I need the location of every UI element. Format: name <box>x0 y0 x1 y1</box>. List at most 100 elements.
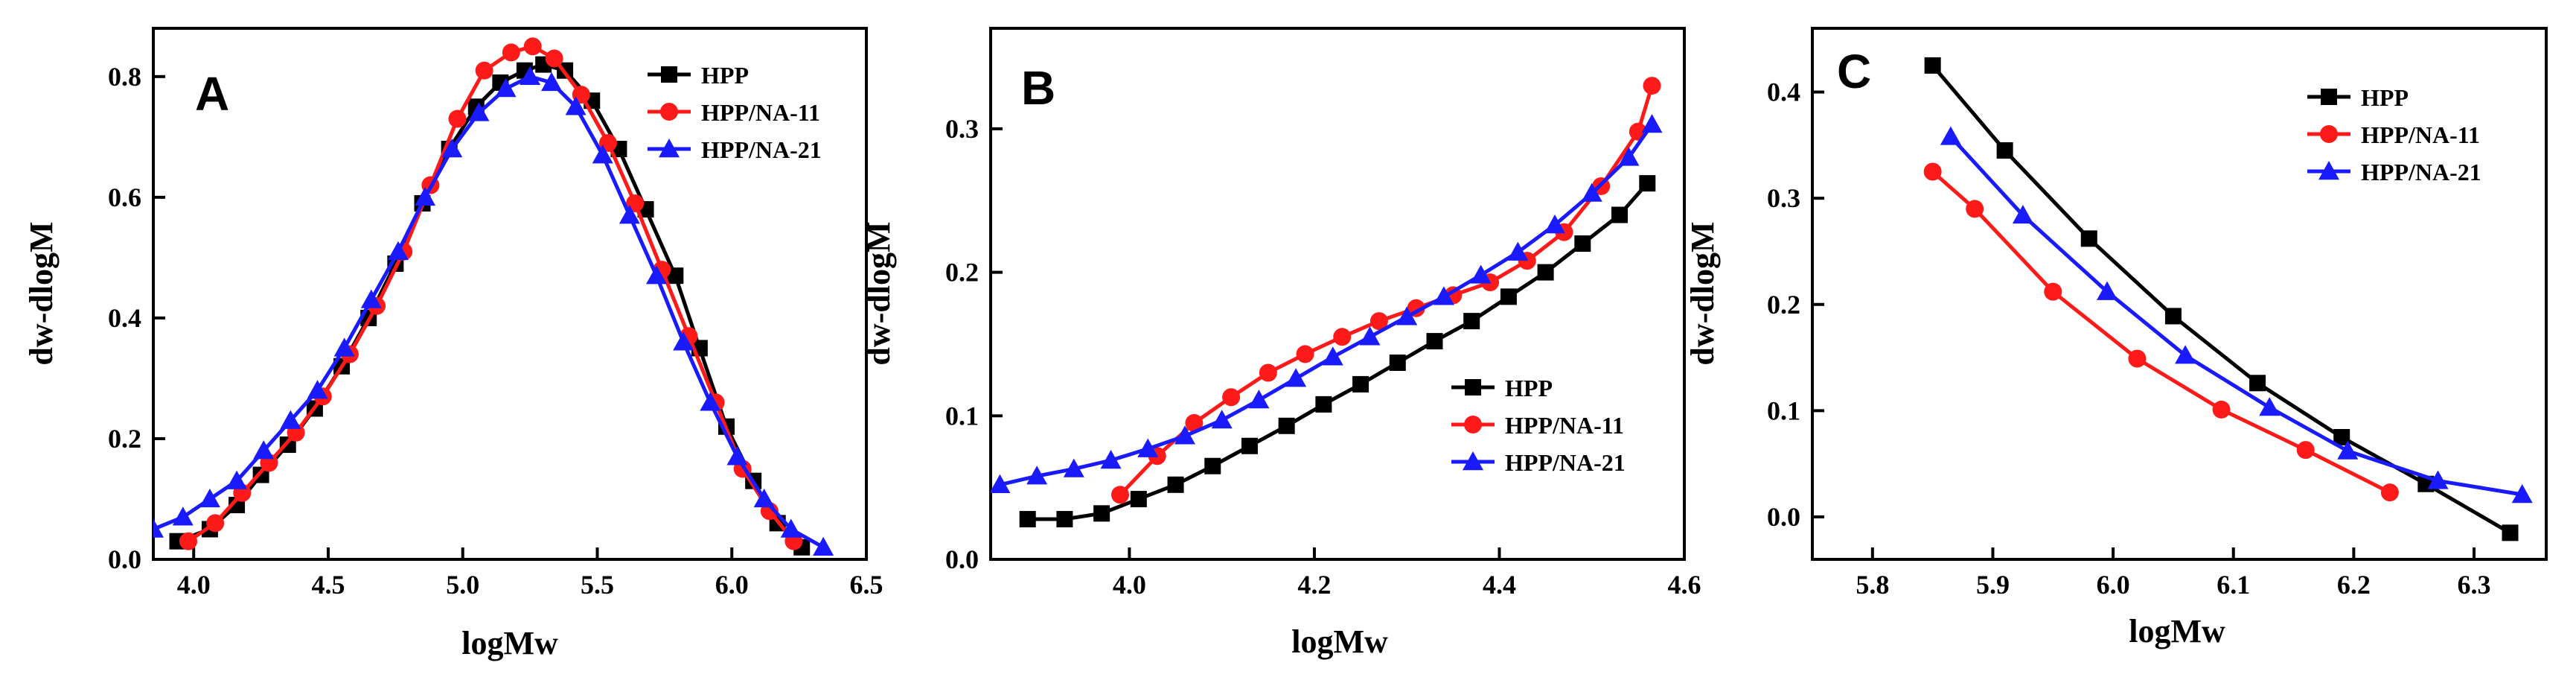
panel-a-series-hpp-na-21-point <box>441 139 463 158</box>
panel-a-ytick-label: 0.0 <box>108 544 141 574</box>
panel-a-series-hpp-point <box>667 267 684 285</box>
panel-b-series-hpp-point <box>1315 395 1332 413</box>
panel-a-series-hpp-na-21-point <box>253 440 275 460</box>
panel-c-series-hpp-na-21-point <box>2097 281 2118 300</box>
panel-b-xtick-label: 4.0 <box>1113 570 1146 600</box>
panel-c-series-hpp-na-21-point <box>2259 397 2281 416</box>
panel-c-series-hpp-na-11-point <box>2212 400 2231 419</box>
panel-c-series-hpp-na-11-point <box>2296 441 2315 460</box>
panel-a-series-hpp-na-21-point <box>541 72 563 92</box>
panel-c-series-hpp-na-11-line <box>1931 170 2392 495</box>
panel-a-series-hpp-na-21-point <box>565 96 587 115</box>
panel-c-frame <box>1811 27 2548 561</box>
panel-b-legend-hpp-na21: HPP/NA-21 <box>1451 449 1626 476</box>
panel-b-series-hpp-na-11-point <box>1222 388 1241 407</box>
panel-c-series-hpp-na-21-line <box>1949 135 2525 497</box>
panel-a-series-hpp-na-21-point <box>592 144 613 164</box>
panel-a-plot <box>153 37 834 556</box>
panel-a-frame <box>152 27 868 561</box>
panel-a-ylabel: dw-dlogM <box>23 221 60 365</box>
panel-b-legend-hpp-na-21-marker <box>1463 451 1483 471</box>
panel-b-series-hpp-point <box>1426 333 1443 350</box>
panel-c-series-hpp-na-11-point <box>1966 200 1984 218</box>
panel-a-series-hpp-na-21-point <box>726 446 748 466</box>
panel-b-series-hpp-na-21-point <box>1507 241 1529 261</box>
panel-a-series-hpp-na-21-point <box>753 488 775 508</box>
panel-a-series-hpp-na-21-point <box>153 518 164 538</box>
panel-c-series-hpp-na-21-point <box>2337 440 2359 460</box>
panel-c-legend-hpp-marker <box>2321 89 2337 105</box>
panel-b-series-hpp-point <box>1056 511 1073 528</box>
panel-a-legend-hpp-na11: HPP/NA-11 <box>648 99 820 126</box>
panel-a-series-hpp-na-21-point <box>199 488 220 508</box>
panel-b-series-hpp-na-21-point <box>1285 368 1307 387</box>
panel-a-series-hpp-na-21-point <box>468 102 490 121</box>
panel-b-series-hpp-na-11-point <box>1643 77 1661 95</box>
panel-b-series-hpp-na-11-line <box>1118 83 1654 497</box>
panel-c-series-hpp-na-21-point <box>1940 126 1961 145</box>
panel-b-series-hpp-point <box>1167 476 1184 493</box>
panel-c-ytick-label: 0.2 <box>1767 290 1800 320</box>
panel-a-xtick-label: 4.0 <box>177 570 211 600</box>
panel-a-series-hpp-na-21-point <box>333 337 355 357</box>
panel-a-xlabel: logMw <box>461 625 558 661</box>
panel-b-ytick-label: 0.2 <box>945 258 979 288</box>
panel-c-legend-hpp-na-11-marker <box>2320 125 2338 143</box>
panel-c-xtick-label: 6.3 <box>2458 570 2491 600</box>
panel-b-ylabel: dw-dlogM <box>860 221 897 365</box>
panel-b-series-hpp-na-21-point <box>1359 326 1381 346</box>
panel-b-ticks: 4.0 4.2 4.4 4.6 0.0 0.1 0.2 0.3 <box>945 114 1701 600</box>
panel-b-xtick-label: 4.4 <box>1483 570 1516 600</box>
panel-a-ytick-label: 0.6 <box>108 182 141 212</box>
panel-b-ytick-label: 0.1 <box>945 401 979 431</box>
panel-a-series-hpp-na-21-point <box>700 392 721 411</box>
panel-c-ytick-label: 0.4 <box>1767 77 1800 107</box>
panel-b-legend-hpp: HPP <box>1451 375 1553 401</box>
panel-b-series-hpp-na-21-point <box>991 474 1011 493</box>
panel-b-series-hpp-na-11-point <box>1259 363 1277 382</box>
panel-b-legend-hpp-na-11-marker <box>1464 416 1482 433</box>
panel-a-series-hpp-na-21-point <box>520 66 541 86</box>
panel-c-xtick-label: 6.1 <box>2217 570 2250 600</box>
panel-b-series-hpp-point <box>1204 457 1221 474</box>
panel-a-series-hpp-na-21-point <box>415 186 436 206</box>
panel-c-series-hpp-na-21-point <box>2012 204 2033 224</box>
panel-a-letter: A <box>195 67 229 121</box>
panel-b-series-hpp-na-21-point <box>1211 410 1233 429</box>
panel-c-legend-hpp-na21-label: HPP/NA-21 <box>2361 159 2481 185</box>
panel-a-series-hpp-na-11-point <box>448 109 467 128</box>
panel-c-series-hpp-na-21-point <box>2427 470 2449 489</box>
panel-a-series-hpp-na-11-point <box>179 532 197 550</box>
panel-b-series-hpp-point <box>1574 235 1591 252</box>
panel-b-legend: HPP HPP/NA-11 HPP/NA-21 <box>1451 375 1626 476</box>
panel-c-letter: C <box>1837 45 1871 98</box>
panel-b-series-hpp-na-21-point <box>1100 450 1122 469</box>
panel-b-xtick-label: 4.6 <box>1668 570 1701 600</box>
panel-b-series-hpp-point <box>1019 511 1036 528</box>
panel-c-xtick-label: 6.0 <box>2097 570 2130 600</box>
panel-b-series-hpp-na-11-point <box>1110 486 1129 504</box>
panel-c-series-hpp-point <box>1924 57 1941 74</box>
panel-a-series-hpp-na-21-point <box>813 536 834 556</box>
panel-b-series-hpp-na-21-point <box>1248 390 1270 409</box>
panel-b-series-hpp-na-21-point <box>1641 114 1663 133</box>
panel-a-series-hpp-na-11-point <box>475 61 493 80</box>
panel-a-xtick-label: 6.5 <box>850 570 883 600</box>
panel-c-ylabel: dw-dlogM <box>1684 221 1721 365</box>
panel-a-series-hpp-na-21-point <box>307 380 328 399</box>
panel-c-legend: HPP HPP/NA-11 HPP/NA-21 <box>2307 84 2481 185</box>
panel-b-series-hpp-na-21-point <box>1618 147 1640 166</box>
panel-a-series-hpp-na-21-point <box>673 331 694 351</box>
panel-c-series-hpp-na-11-point <box>2044 282 2062 301</box>
panel-b-series-hpp-na-11-point <box>1296 345 1314 363</box>
panel-c-legend-hpp-na21: HPP/NA-21 <box>2307 159 2481 185</box>
panel-c-series-hpp-point <box>1996 142 2013 159</box>
panel-a-series-hpp-na-21-line <box>153 74 825 550</box>
panel-b-series-hpp-na-11-point <box>1185 413 1204 432</box>
panel-b-ytick-label: 0.0 <box>945 544 979 574</box>
panel-a-series-hpp-na-21-point <box>646 265 668 285</box>
panel-b-series-hpp-na-21-point <box>1470 264 1492 284</box>
panel-b-xtick-label: 4.2 <box>1297 570 1331 600</box>
panel-c-series-hpp-na-11-point <box>2380 483 2399 502</box>
panel-c-series-hpp-line <box>1931 63 2512 535</box>
